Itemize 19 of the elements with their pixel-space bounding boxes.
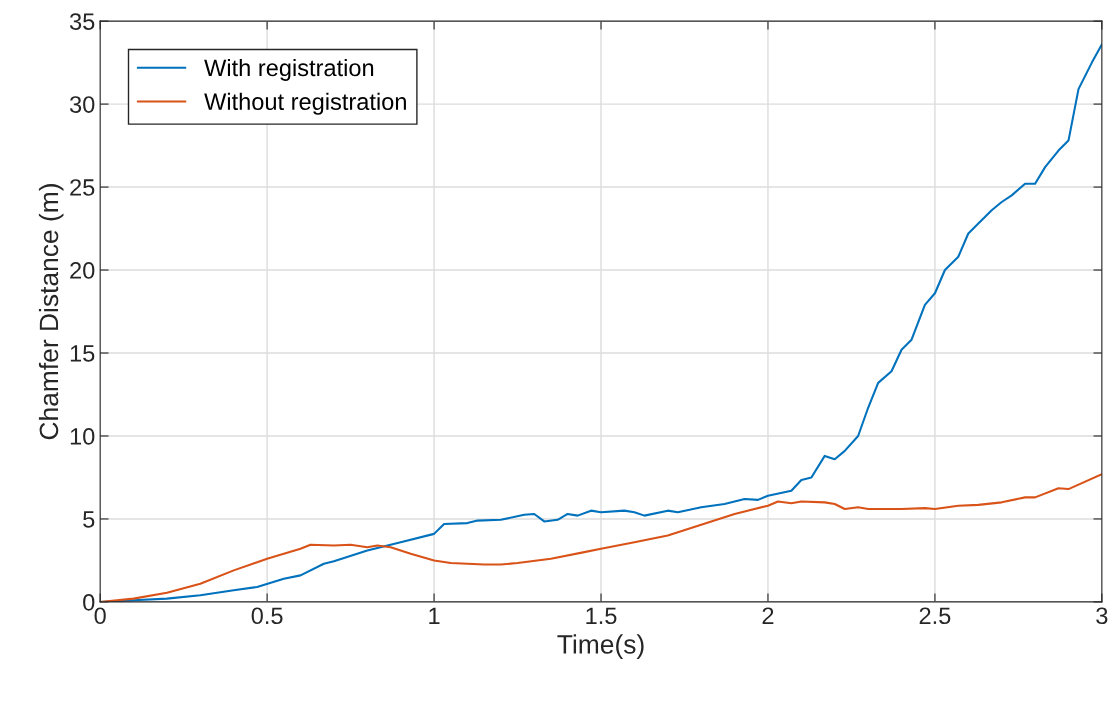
y-tick-label: 0: [83, 593, 95, 611]
x-tick-label: 0: [94, 607, 106, 625]
legend-label: With registration: [204, 58, 374, 81]
y-tick-label: 10: [70, 428, 95, 445]
x-tick-label: 3: [1096, 607, 1108, 625]
y-axis-title: Chamfer Distance (m): [38, 184, 64, 440]
y-tick-label: 15: [70, 345, 95, 362]
x-tick-label: 0.5: [251, 607, 283, 625]
x-tick-label: 1: [429, 607, 440, 624]
y-tick-label: 30: [69, 96, 95, 113]
legend-label: Without registration: [204, 92, 406, 115]
x-tick-label: 2: [762, 607, 774, 624]
x-tick-label: 1.5: [586, 607, 617, 625]
x-axis-title: Time(s): [557, 634, 644, 659]
y-tick-label: 20: [70, 262, 95, 279]
y-tick-label: 25: [70, 179, 95, 196]
y-tick-label: 35: [69, 13, 95, 30]
y-tick-label: 5: [83, 511, 95, 528]
x-tick-label: 2.5: [919, 607, 951, 625]
